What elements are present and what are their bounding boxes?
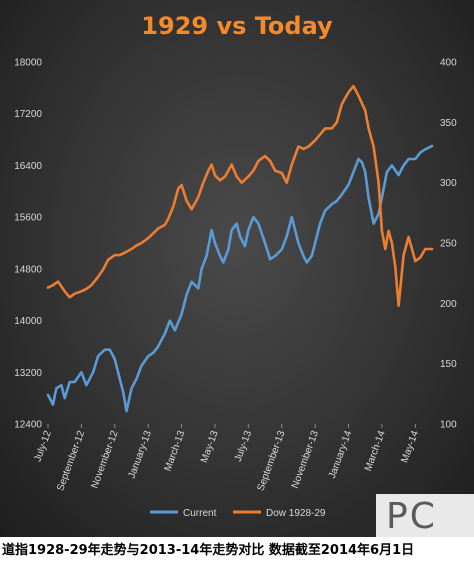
x-tick-label: March-14	[363, 429, 388, 473]
x-tick-label: September-13	[256, 429, 288, 493]
y-right-tick-label: 250	[440, 239, 457, 250]
y-left-tick-label: 13200	[14, 368, 42, 379]
y-right-tick-label: 350	[440, 118, 457, 129]
x-tick-label: March-13	[163, 429, 188, 473]
y-left-tick-label: 17200	[14, 109, 42, 120]
x-tick-label: September-12	[55, 429, 87, 493]
y-left-tick-label: 12400	[14, 420, 42, 431]
series-lines	[46, 84, 434, 413]
x-tick-label: May-14	[399, 429, 421, 465]
legend-label-current: Current	[183, 508, 217, 519]
line-chart: 1929 vs Today 12400132001400014800156001…	[14, 12, 457, 519]
y-right-tick-label: 200	[440, 299, 457, 310]
x-tick-label: May-13	[199, 429, 221, 465]
y-left-tick-label: 14000	[14, 316, 42, 327]
chart-title: 1929 vs Today	[141, 12, 333, 40]
watermark-text: PC	[386, 496, 437, 537]
caption: 道指1928-29年走势与2013-14年走势对比 数据截至2014年6月1日	[2, 543, 415, 558]
chart-panel: 1929 vs Today 12400 13200 14000 14800 15600 1…	[0, 0, 474, 537]
y-left-tick-label: 14800	[14, 264, 42, 275]
y-right-tick-label: 100	[440, 420, 457, 431]
x-tick-label: July-12	[32, 429, 54, 463]
watermark-logo: PC	[376, 494, 474, 537]
x-tick-label: July-13	[233, 429, 255, 463]
axes: 12400 13200 14000 14800 15600 16400 17200 18000…	[14, 58, 457, 493]
y-right-tick-label: 400	[440, 58, 457, 69]
x-tick-label: January-14	[327, 429, 355, 480]
y-left-tick-label: 15600	[14, 213, 42, 224]
x-tick-label: November-13	[290, 429, 321, 490]
y-right-tick-label: 300	[440, 178, 457, 189]
series-line-dow-1928-29	[46, 84, 434, 307]
y-left-tick-label: 16400	[14, 161, 42, 172]
y-right-tick-label: 150	[440, 359, 457, 370]
x-tick-label: January-13	[127, 429, 155, 480]
legend-label-dow: Dow 1928-29	[266, 508, 326, 519]
x-tick-label: November-12	[90, 429, 121, 490]
legend: Current Dow 1928-29	[150, 508, 326, 519]
y-left-tick-label: 18000	[14, 58, 42, 69]
series-line-current	[46, 144, 434, 413]
